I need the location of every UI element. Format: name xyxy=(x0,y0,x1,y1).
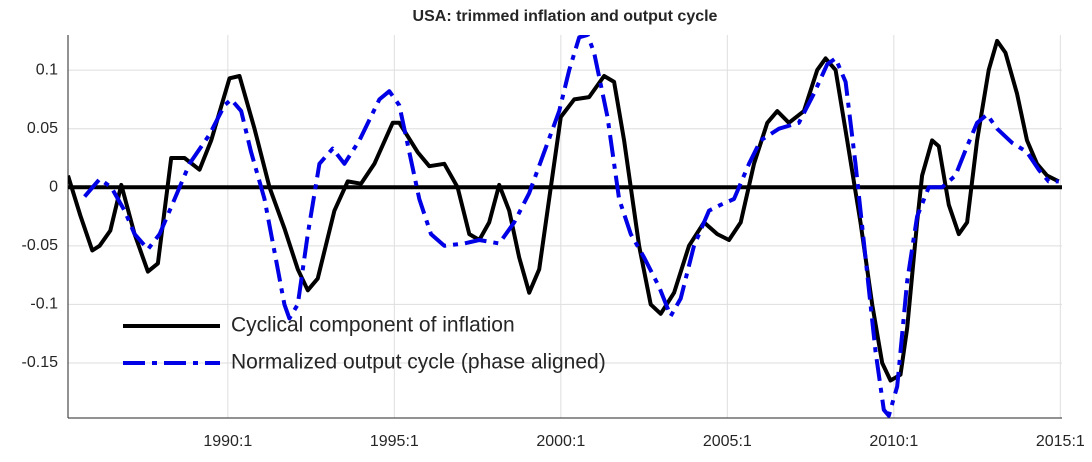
x-tick-label: 1990:1 xyxy=(203,433,252,450)
x-tick-label: 2005:1 xyxy=(703,433,752,450)
x-tick-label: 2015:1 xyxy=(1036,433,1085,450)
y-tick-label: -0.1 xyxy=(30,296,58,313)
series-line xyxy=(68,38,1060,383)
x-tick-label: 1995:1 xyxy=(370,433,419,450)
y-tick-label: -0.05 xyxy=(22,237,59,254)
x-tick-label: 2010:1 xyxy=(869,433,918,450)
y-tick-label: -0.15 xyxy=(22,354,59,371)
legend-label: Cyclical component of inflation xyxy=(231,314,515,337)
y-tick-label: 0 xyxy=(49,178,58,195)
y-tick-label: 0.05 xyxy=(27,120,58,137)
chart-title: USA: trimmed inflation and output cycle xyxy=(413,8,718,25)
y-tick-label: 0.1 xyxy=(36,61,58,78)
legend-label: Normalized output cycle (phase aligned) xyxy=(231,351,606,374)
x-tick-label: 2000:1 xyxy=(536,433,585,450)
